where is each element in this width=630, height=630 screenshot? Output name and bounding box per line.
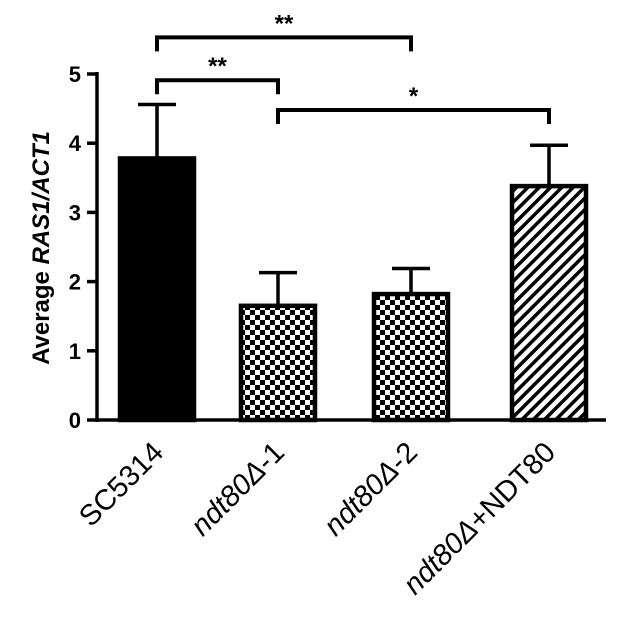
y-tick-label-0: 0 bbox=[69, 408, 81, 433]
y-tick-label-1: 1 bbox=[69, 339, 81, 364]
error-bars-layer bbox=[138, 102, 568, 306]
y-tick-label-2: 2 bbox=[69, 270, 81, 295]
error-bar-2 bbox=[259, 270, 297, 306]
bar-4 bbox=[509, 183, 589, 423]
significance-bracket-1 bbox=[155, 35, 413, 52]
y-tick-label-5: 5 bbox=[69, 62, 81, 87]
significance-label-3: * bbox=[409, 83, 419, 110]
bars-layer bbox=[117, 156, 589, 423]
category-label-1: SC5314 bbox=[73, 436, 170, 533]
significance-bracket-2 bbox=[155, 78, 280, 95]
category-label-4: ndt80Δ+NDT80 bbox=[397, 436, 562, 601]
significance-label-1: ** bbox=[275, 10, 294, 37]
y-axis-label: Average RAS1/ACT1 bbox=[28, 131, 55, 365]
error-bar-1 bbox=[138, 102, 176, 159]
significance-label-2: ** bbox=[208, 53, 227, 80]
category-label-3: ndt80Δ-2 bbox=[318, 436, 424, 542]
y-tick-label-3: 3 bbox=[69, 200, 81, 225]
bar-1 bbox=[117, 156, 197, 423]
y-tick-label-4: 4 bbox=[69, 131, 82, 156]
category-label-2: ndt80Δ-1 bbox=[185, 436, 291, 542]
error-bar-3 bbox=[392, 266, 430, 295]
error-bar-4 bbox=[530, 143, 568, 187]
bar-2 bbox=[238, 303, 318, 423]
significance-bracket-3 bbox=[276, 107, 551, 124]
y-axis: 0 1 2 3 4 5 bbox=[69, 62, 606, 433]
significance-layer: ***** bbox=[155, 10, 551, 124]
bar-3 bbox=[371, 291, 451, 423]
